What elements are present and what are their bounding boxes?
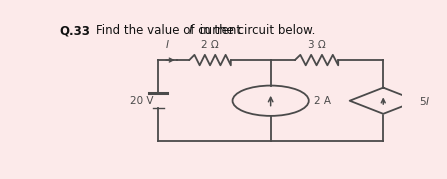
Text: I: I bbox=[189, 24, 192, 37]
Text: 2 Ω: 2 Ω bbox=[201, 40, 219, 50]
Text: 20 V: 20 V bbox=[131, 96, 154, 106]
Text: Find the value of current: Find the value of current bbox=[96, 24, 245, 37]
Text: in the circuit below.: in the circuit below. bbox=[196, 24, 316, 37]
Text: 2 A: 2 A bbox=[314, 96, 331, 106]
Text: 5$I$: 5$I$ bbox=[419, 95, 431, 107]
Polygon shape bbox=[350, 88, 417, 114]
Text: Q.33: Q.33 bbox=[59, 24, 90, 37]
Text: $I$: $I$ bbox=[165, 38, 170, 50]
Text: 3 Ω: 3 Ω bbox=[308, 40, 325, 50]
